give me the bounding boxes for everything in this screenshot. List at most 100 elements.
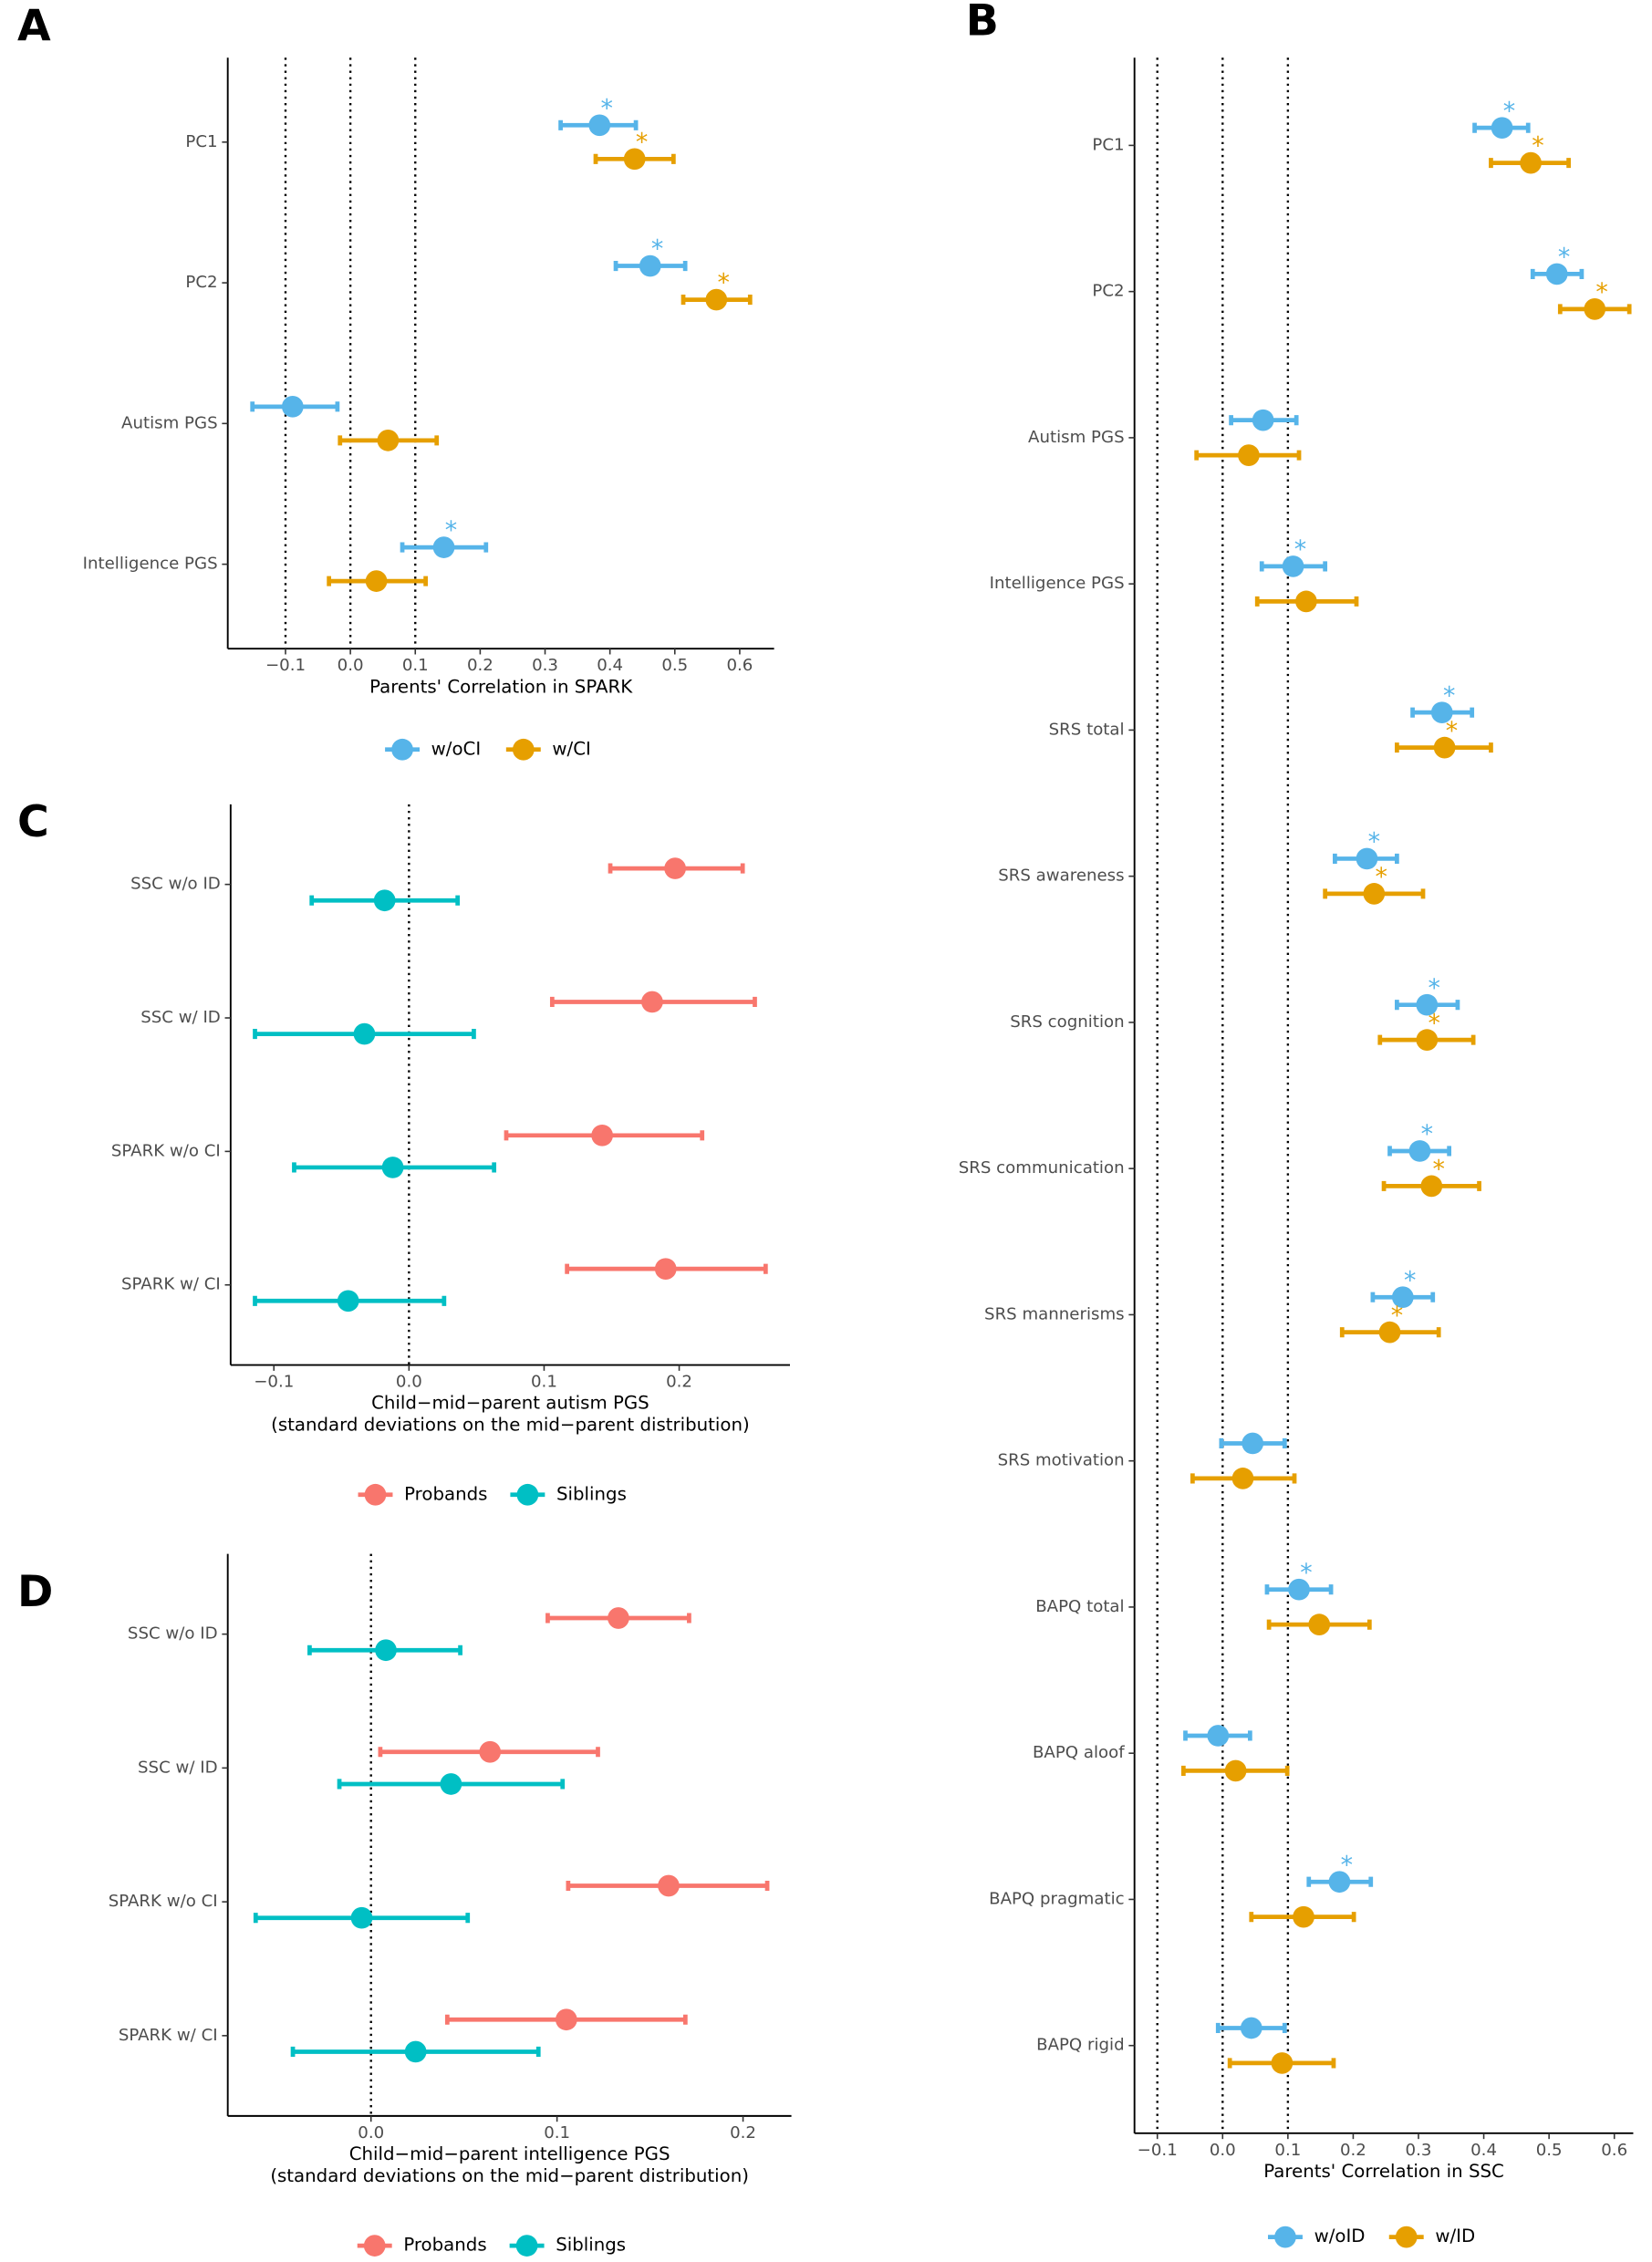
point <box>1282 555 1304 577</box>
point <box>658 1874 680 1897</box>
legend-label: Probands <box>404 1483 487 1504</box>
x-tick-label: 0.3 <box>1406 2141 1432 2160</box>
legend-item: Siblings <box>510 1483 627 1506</box>
x-tick-label: 0.4 <box>597 656 623 675</box>
point <box>1240 2017 1262 2039</box>
significance-marker: * <box>1368 828 1380 856</box>
point <box>1416 1029 1439 1052</box>
legend-label: Siblings <box>556 2235 626 2256</box>
x-axis-title: (standard deviations on the mid−parent d… <box>271 1414 750 1435</box>
significance-marker: * <box>651 235 663 264</box>
y-tick-label: SSC w/ ID <box>138 1758 218 1777</box>
point <box>1207 1725 1230 1747</box>
y-tick-label: SSC w/o ID <box>128 1624 218 1644</box>
y-tick-label: BAPQ rigid <box>1036 2036 1125 2055</box>
point <box>381 1157 404 1178</box>
point <box>555 2008 577 2031</box>
legend-item: w/oCI <box>385 738 481 761</box>
legend-label: w/oID <box>1314 2226 1366 2246</box>
significance-marker: * <box>1558 244 1570 272</box>
point <box>1238 444 1260 466</box>
point <box>404 2040 427 2063</box>
y-tick-label: BAPQ total <box>1035 1597 1124 1616</box>
significance-marker: * <box>1432 1156 1444 1184</box>
y-tick-label: Autism PGS <box>1028 428 1125 447</box>
point <box>1288 1578 1310 1601</box>
x-tick-label: 0.0 <box>358 2123 384 2143</box>
point <box>705 288 728 311</box>
y-tick-label: Autism PGS <box>121 413 218 432</box>
x-tick-label: 0.0 <box>338 656 364 675</box>
point <box>1391 1286 1414 1309</box>
point <box>1293 1905 1314 1928</box>
point <box>1430 701 1453 724</box>
point <box>1295 590 1317 613</box>
y-tick-label: PC2 <box>1092 282 1124 301</box>
point <box>1520 151 1542 174</box>
significance-marker: * <box>717 269 729 297</box>
point <box>1408 1140 1431 1162</box>
y-tick-label: SSC w/o ID <box>130 875 221 894</box>
point <box>1252 409 1274 431</box>
legend-key-point <box>512 738 535 761</box>
point <box>623 148 646 171</box>
significance-marker: * <box>1446 717 1458 745</box>
x-tick-label: 0.5 <box>1536 2141 1563 2160</box>
y-tick-label: SSC w/ ID <box>140 1008 221 1027</box>
y-tick-label: PC1 <box>185 132 217 151</box>
x-axis-title: (standard deviations on the mid−parent d… <box>270 2165 749 2186</box>
y-tick-label: SRS awareness <box>998 866 1124 886</box>
y-tick-label: PC2 <box>185 273 217 292</box>
point <box>1378 1321 1401 1344</box>
y-tick-label: SRS mannerisms <box>984 1304 1125 1323</box>
x-axis-title: Child−mid−parent autism PGS <box>371 1393 649 1414</box>
x-tick-label: 0.1 <box>402 656 429 675</box>
y-tick-label: SPARK w/o CI <box>111 1141 221 1160</box>
x-tick-label: 0.1 <box>544 2123 570 2143</box>
x-tick-label: 0.6 <box>726 656 753 675</box>
point <box>440 1773 462 1795</box>
significance-marker: * <box>1421 1120 1433 1148</box>
legend-label: Siblings <box>556 1483 627 1504</box>
x-tick-label: 0.0 <box>396 1373 422 1392</box>
significance-marker: * <box>1428 974 1439 1002</box>
point <box>1356 847 1378 870</box>
legend-label: w/CI <box>552 738 590 759</box>
x-tick-label: −0.1 <box>1138 2141 1178 2160</box>
point <box>281 395 304 418</box>
legend-item: w/ID <box>1388 2226 1475 2248</box>
panel-label: D <box>17 1567 53 1617</box>
point <box>365 570 388 592</box>
legend-key-point <box>364 1483 387 1506</box>
point <box>1491 117 1513 140</box>
y-tick-label: Intelligence PGS <box>990 574 1125 593</box>
x-axis-title: Parents' Correlation in SSC <box>1263 2161 1504 2182</box>
x-tick-label: −0.1 <box>254 1373 294 1392</box>
y-tick-label: SPARK w/ CI <box>119 2026 218 2045</box>
x-tick-label: 0.0 <box>1210 2141 1236 2160</box>
x-tick-label: 0.5 <box>661 656 688 675</box>
point <box>1584 298 1606 320</box>
x-tick-label: −0.1 <box>265 656 306 675</box>
point <box>1328 1871 1351 1894</box>
point <box>1545 263 1568 285</box>
y-tick-label: SRS communication <box>959 1158 1125 1178</box>
y-tick-label: Intelligence PGS <box>83 555 218 574</box>
point <box>639 254 661 277</box>
y-tick-label: SPARK w/o CI <box>109 1892 218 1911</box>
x-tick-label: 0.1 <box>1274 2141 1301 2160</box>
legend-label: w/ID <box>1435 2226 1475 2246</box>
point <box>375 1639 397 1662</box>
point <box>432 536 455 558</box>
point <box>591 1124 613 1147</box>
point <box>1363 883 1386 905</box>
x-tick-label: 0.4 <box>1470 2141 1497 2160</box>
y-tick-label: PC1 <box>1092 135 1124 154</box>
x-tick-label: 0.2 <box>666 1373 692 1392</box>
point <box>1433 736 1456 759</box>
point <box>337 1290 359 1313</box>
panel-label: B <box>966 0 999 46</box>
panel-label: C <box>17 797 49 847</box>
significance-marker: * <box>1376 863 1387 891</box>
